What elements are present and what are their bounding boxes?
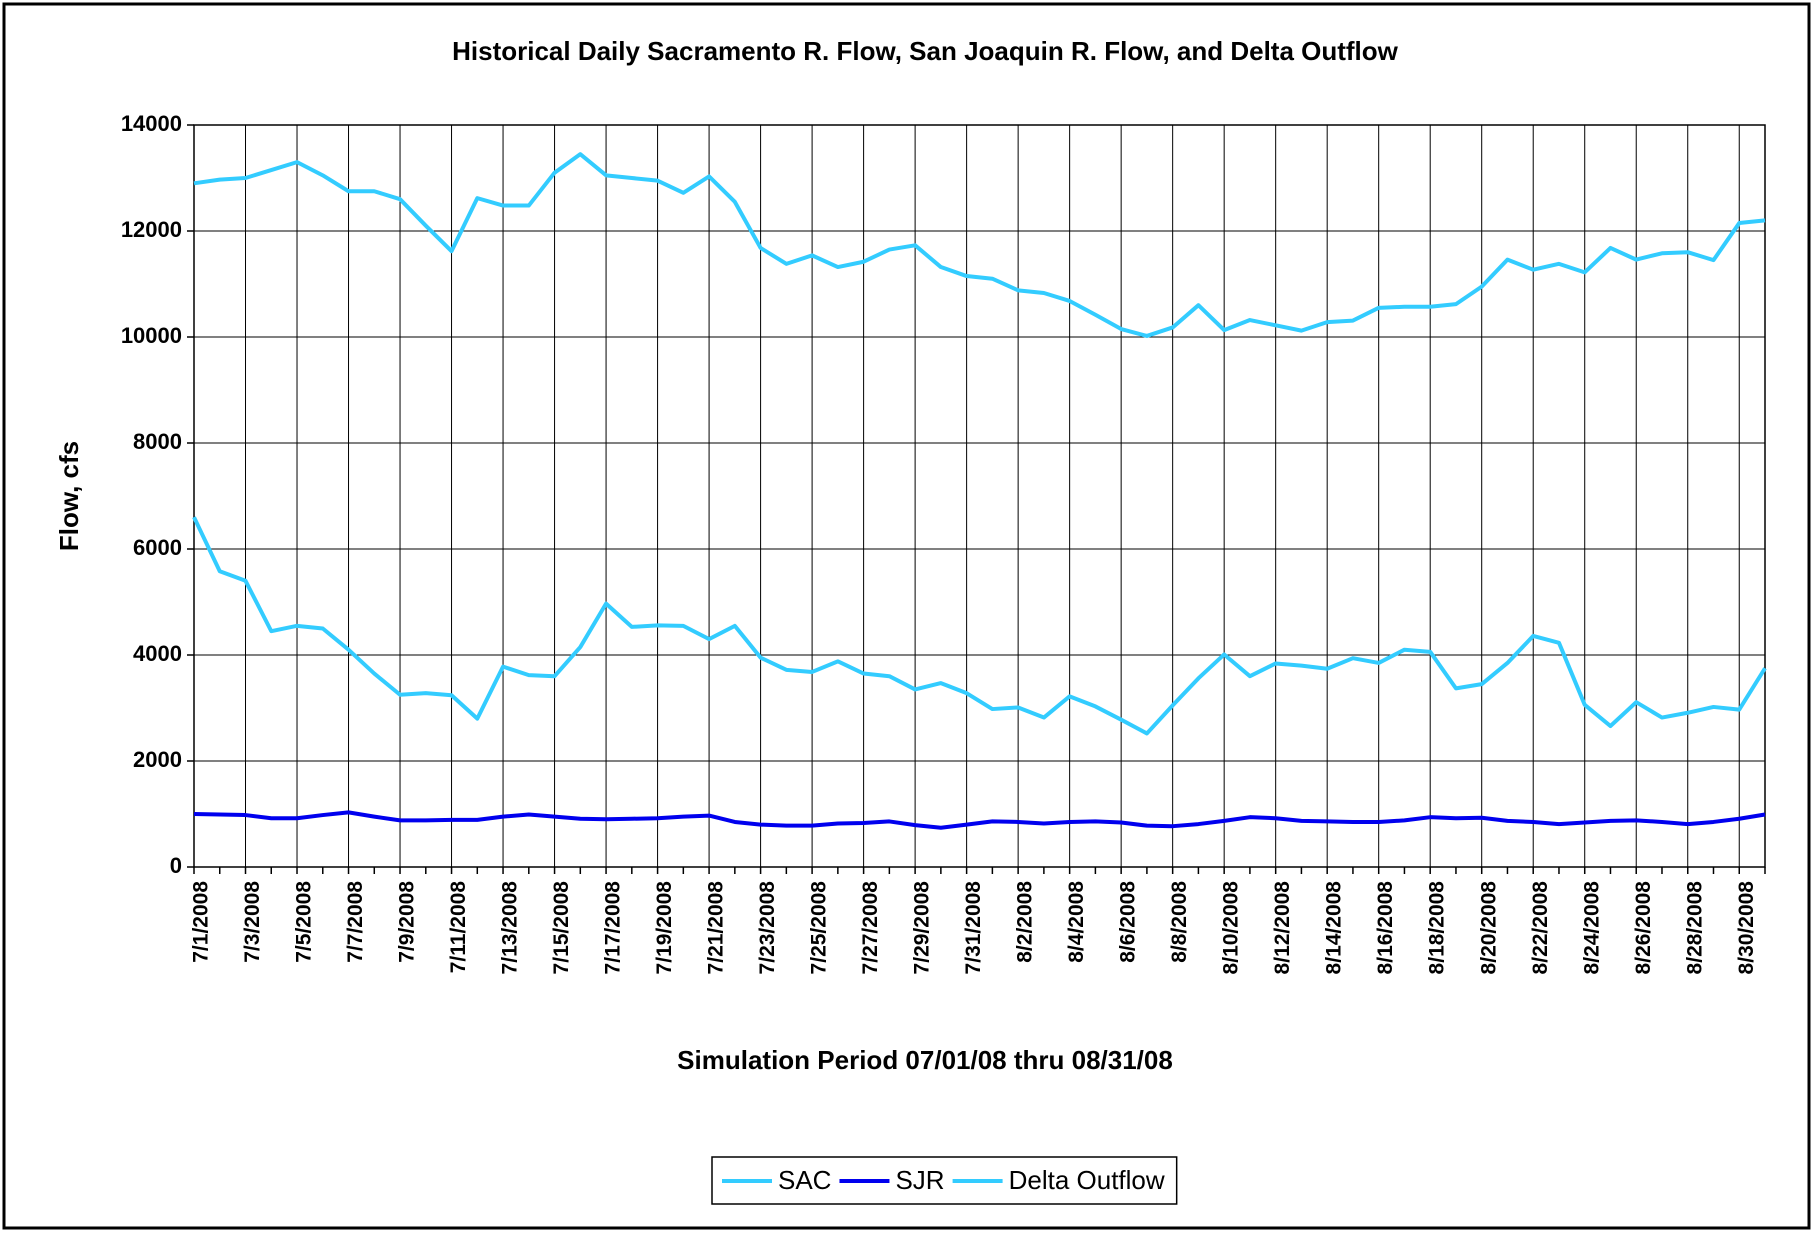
plot-area — [194, 125, 1765, 867]
x-tick-label: 8/26/2008 — [1632, 881, 1655, 975]
x-tick-label: 7/9/2008 — [396, 881, 419, 963]
x-tick-label: 7/15/2008 — [550, 881, 573, 975]
x-tick-label: 7/7/2008 — [344, 881, 367, 963]
x-tick-label: 8/4/2008 — [1065, 881, 1088, 963]
x-tick-label: 7/17/2008 — [602, 881, 625, 975]
legend-label: SJR — [895, 1165, 944, 1195]
legend-label: Delta Outflow — [1009, 1165, 1165, 1195]
y-tick-label: 12000 — [121, 217, 182, 242]
x-tick-label: 8/8/2008 — [1168, 881, 1191, 963]
y-tick-label: 0 — [170, 853, 182, 878]
y-tick-label: 14000 — [121, 111, 182, 136]
x-tick-label: 8/2/2008 — [1014, 881, 1037, 963]
x-tick-label: 8/30/2008 — [1735, 881, 1758, 975]
x-tick-label: 7/19/2008 — [653, 881, 676, 975]
series-line — [193, 152, 1766, 338]
x-tick-label: 8/10/2008 — [1220, 881, 1243, 975]
x-tick-label: 7/23/2008 — [756, 881, 779, 975]
legend: SAC SJR Delta Outflow — [711, 1156, 1178, 1205]
x-tick-label: 8/6/2008 — [1117, 881, 1140, 963]
y-tick-label: 10000 — [121, 323, 182, 348]
legend-box — [711, 1156, 1178, 1205]
chart-title: Historical Daily Sacramento R. Flow, San… — [452, 36, 1399, 66]
series-line — [192, 516, 1767, 736]
series-line — [193, 810, 1766, 830]
x-tick-label: 7/5/2008 — [293, 881, 316, 963]
x-tick-label: 7/11/2008 — [447, 881, 470, 974]
legend-label: SAC — [778, 1165, 831, 1195]
x-tick-label: 8/24/2008 — [1580, 881, 1603, 975]
x-tick-label: 7/25/2008 — [808, 881, 831, 975]
x-axis-title: Simulation Period 07/01/08 thru 08/31/08 — [677, 1045, 1173, 1075]
x-tick-label: 7/13/2008 — [499, 881, 522, 975]
y-tick-label: 6000 — [133, 535, 182, 560]
x-tick-label: 7/1/2008 — [190, 881, 213, 963]
x-tick-label: 8/22/2008 — [1529, 881, 1552, 975]
x-tick-label: 7/3/2008 — [241, 881, 264, 963]
y-tick-label: 2000 — [133, 747, 182, 772]
x-tick-label: 7/21/2008 — [705, 881, 728, 975]
x-tick-label: 7/27/2008 — [859, 881, 882, 975]
y-axis-title: Flow, cfs — [54, 441, 84, 551]
y-tick-label: 8000 — [133, 429, 182, 454]
x-tick-label: 7/29/2008 — [911, 881, 934, 975]
x-tick-label: 8/28/2008 — [1683, 881, 1706, 975]
x-tick-label: 8/14/2008 — [1323, 881, 1346, 975]
x-tick-label: 8/18/2008 — [1426, 881, 1449, 975]
x-tick-label: 8/16/2008 — [1374, 881, 1397, 975]
x-tick-label: 8/20/2008 — [1477, 881, 1500, 975]
plot-frame — [193, 124, 1766, 868]
x-tick-label: 7/31/2008 — [962, 881, 985, 975]
y-tick-label: 4000 — [133, 641, 182, 666]
x-tick-label: 8/12/2008 — [1271, 881, 1294, 975]
